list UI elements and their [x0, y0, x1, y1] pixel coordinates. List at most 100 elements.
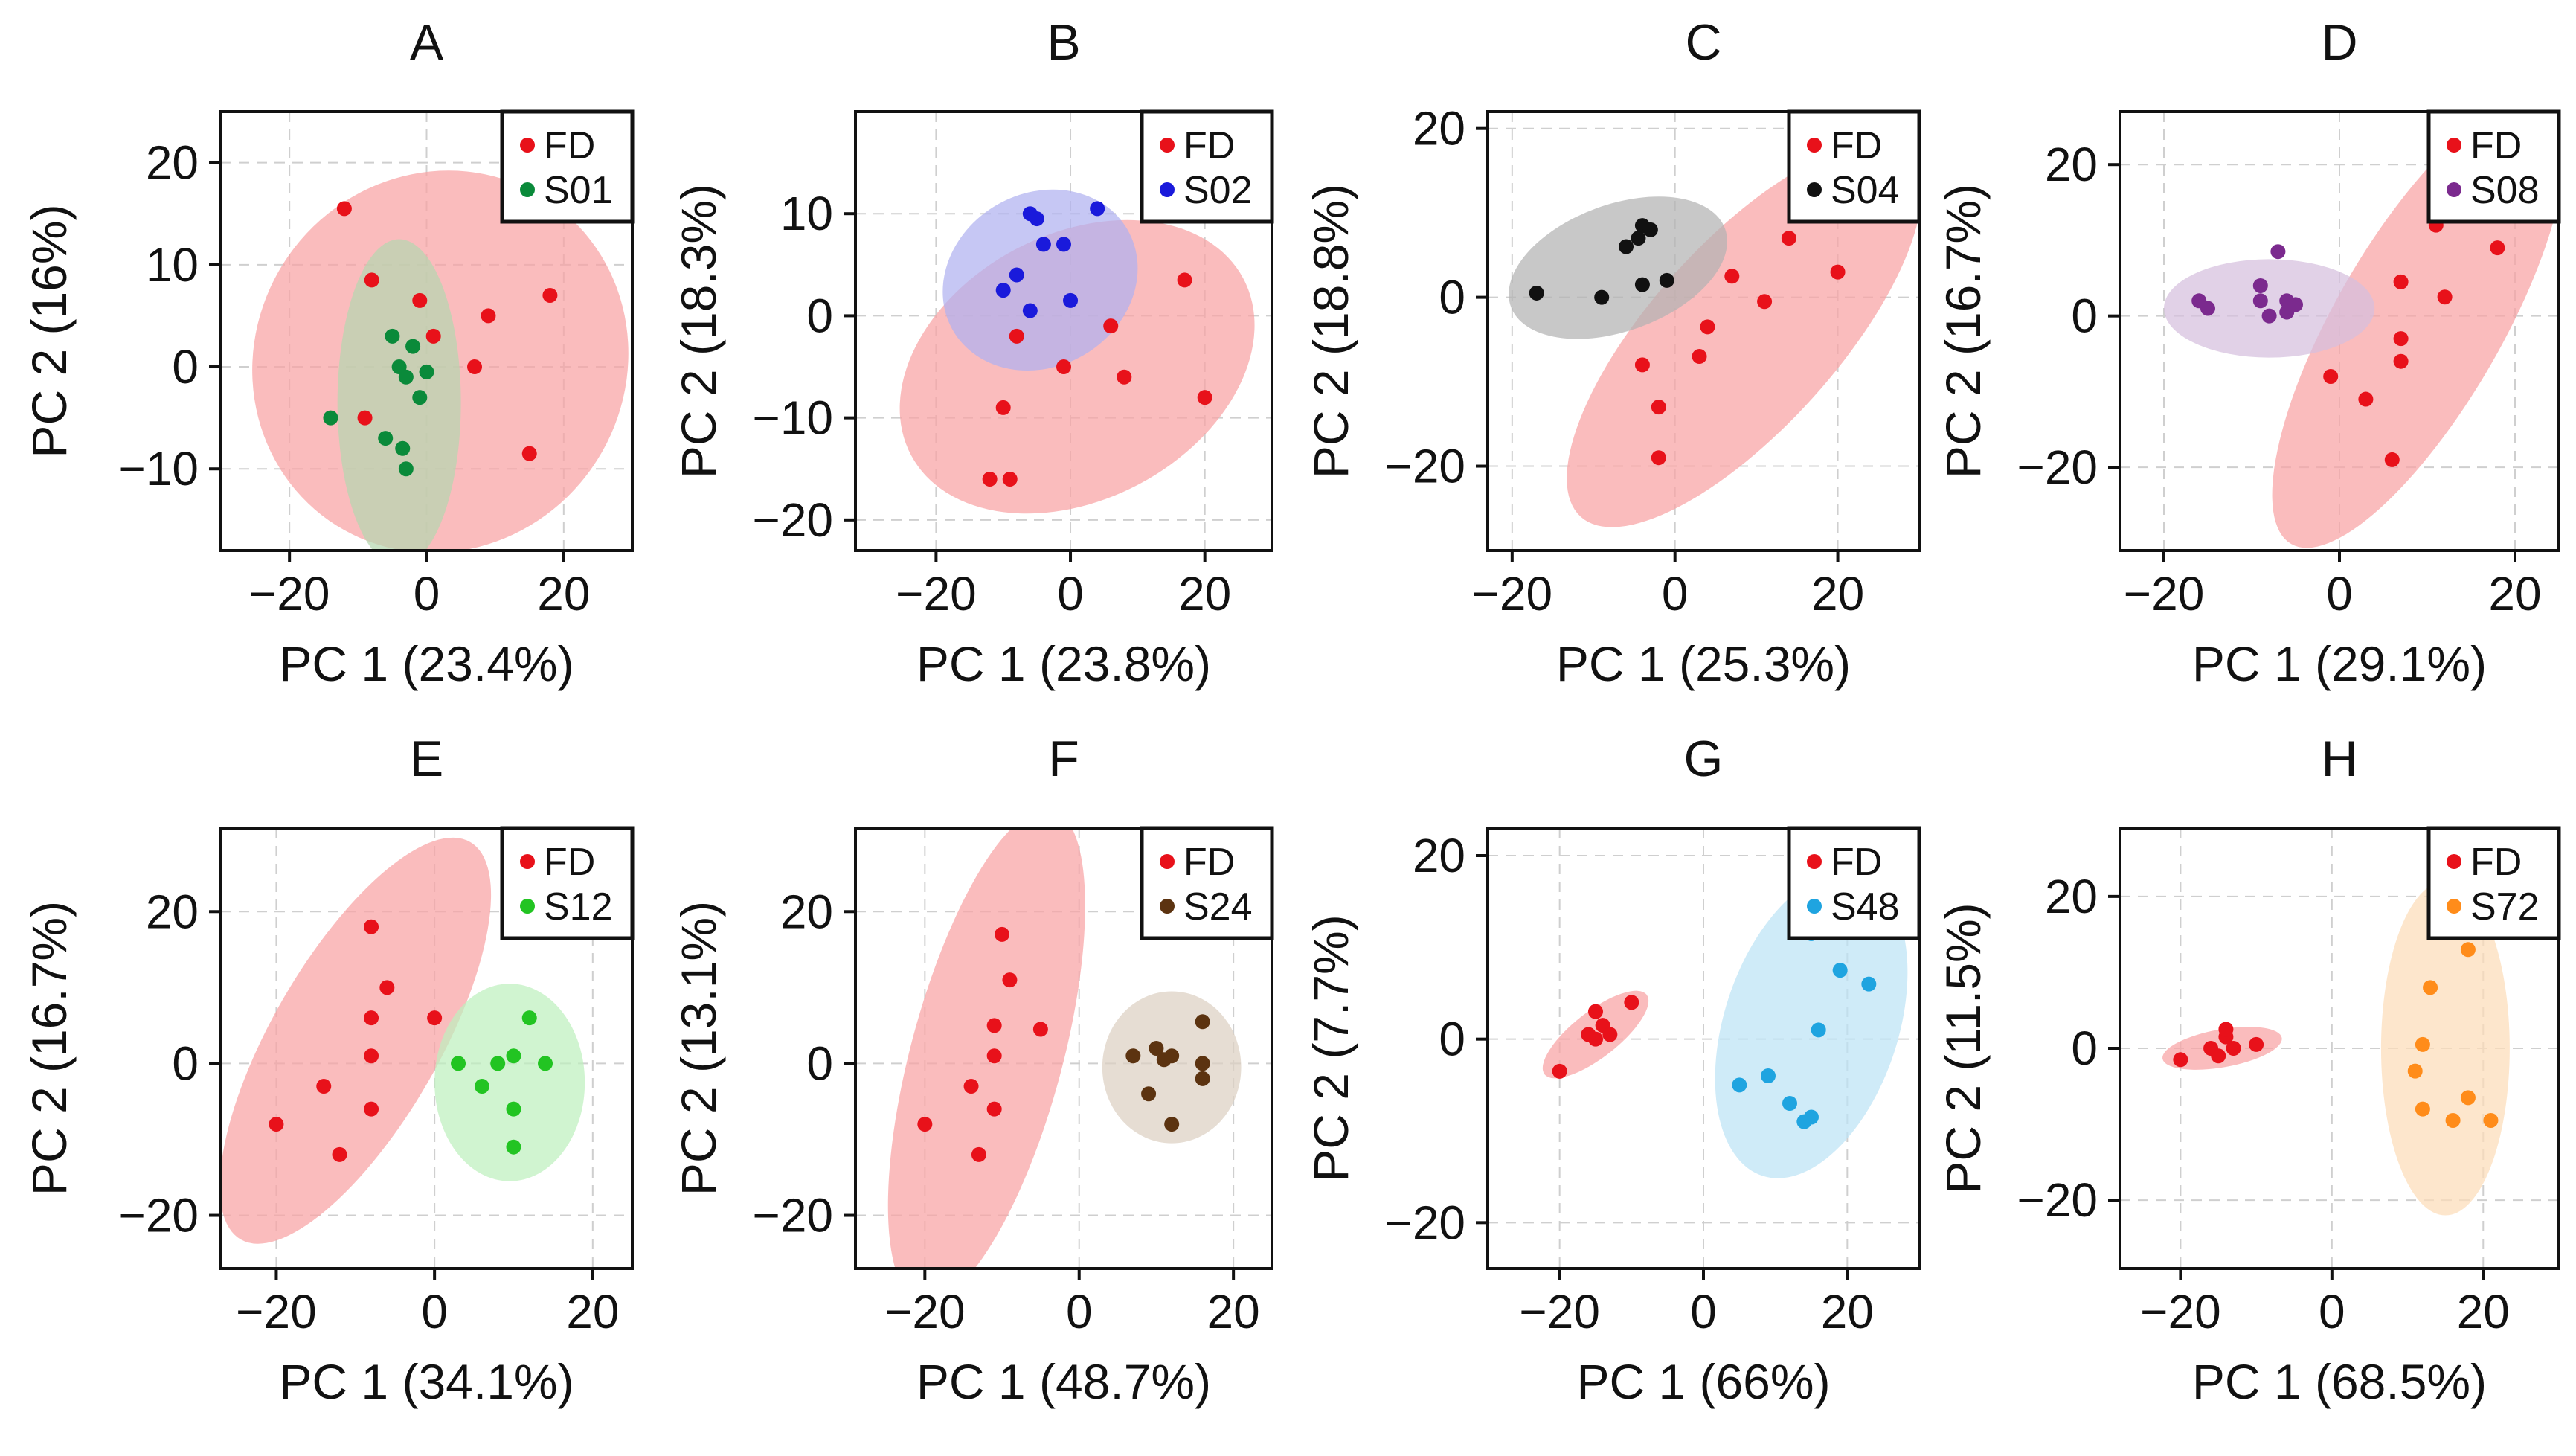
point-fd — [1002, 471, 1018, 487]
legend-label-fd: FD — [2470, 124, 2522, 167]
panel-label: D — [2321, 14, 2357, 71]
x-axis-label: PC 1 (23.8%) — [916, 636, 1211, 691]
plot-area — [221, 837, 585, 1244]
point-fd — [2249, 1036, 2264, 1052]
x-tick-label: 0 — [1690, 1285, 1717, 1338]
point-fd — [1757, 294, 1773, 310]
point-fd — [1103, 318, 1119, 334]
legend-label-fd: FD — [544, 124, 595, 167]
panel-e: −20 0 20 −20 0 20 E PC 1 (34.1%) PC 2 (16.7%) FDS… — [22, 731, 635, 1409]
x-tick-label: 0 — [414, 567, 440, 620]
point-fd — [995, 400, 1011, 415]
legend-box — [500, 109, 635, 224]
legend-label-fd: FD — [1183, 124, 1235, 167]
point-s04 — [1631, 231, 1646, 246]
point-s12 — [506, 1101, 521, 1117]
point-s04 — [1619, 239, 1634, 254]
point-fd — [332, 1146, 347, 1162]
point-fd — [1032, 1022, 1048, 1037]
point-s48 — [1796, 1114, 1812, 1129]
point-s01 — [412, 390, 428, 405]
plot-area — [252, 170, 629, 551]
legend-marker-s12 — [520, 899, 535, 914]
point-fd — [2393, 331, 2409, 347]
legend-marker-fd — [520, 854, 535, 869]
y-tick-label: 20 — [780, 885, 833, 938]
x-axis-label: PC 1 (68.5%) — [2192, 1354, 2487, 1409]
point-s02 — [1029, 211, 1044, 227]
panel-label: C — [1685, 14, 1721, 71]
point-fd — [982, 471, 998, 487]
legend-box — [1787, 826, 1921, 940]
plot-area — [887, 828, 1242, 1269]
point-fd — [521, 446, 537, 461]
point-fd — [2358, 391, 2374, 407]
point-fd — [1117, 369, 1132, 385]
y-tick-label: 0 — [2071, 289, 2098, 343]
point-s02 — [1035, 237, 1051, 252]
y-tick-label: 0 — [2071, 1022, 2098, 1075]
ellipse-s01 — [337, 239, 461, 551]
point-s24 — [1195, 1056, 1210, 1071]
legend-marker-s01 — [520, 182, 535, 197]
legend-marker-s24 — [1160, 899, 1175, 914]
legend-marker-fd — [2447, 854, 2461, 869]
y-tick-label: −10 — [118, 442, 199, 496]
point-s48 — [1782, 1096, 1797, 1111]
point-s24 — [1195, 1014, 1210, 1030]
x-tick-label: 0 — [1662, 567, 1689, 620]
x-axis-label: PC 1 (23.4%) — [279, 636, 574, 691]
x-tick-label: 20 — [566, 1285, 619, 1338]
legend-marker-fd — [520, 138, 535, 153]
y-tick-label: 10 — [780, 187, 833, 240]
legend-marker-s04 — [1807, 182, 1822, 197]
x-tick-label: 20 — [2488, 567, 2541, 620]
y-tick-label: −20 — [752, 493, 833, 547]
legend-label-s08: S08 — [2470, 169, 2540, 212]
x-tick-label: 20 — [1207, 1285, 1260, 1338]
x-tick-label: 0 — [1057, 567, 1084, 620]
x-tick-label: 20 — [537, 567, 590, 620]
point-s72 — [2445, 1112, 2461, 1128]
legend-label-s72: S72 — [2470, 885, 2540, 929]
legend-marker-fd — [1160, 854, 1175, 869]
point-s24 — [1164, 1048, 1180, 1064]
point-fd — [357, 410, 373, 426]
point-s48 — [1832, 963, 1848, 978]
axes-frame — [854, 110, 1273, 552]
y-axis-label: PC 2 (18.8%) — [1303, 184, 1358, 478]
y-tick-label: 20 — [146, 136, 199, 190]
point-s02 — [1063, 292, 1079, 308]
point-fd — [1588, 1004, 1603, 1019]
point-s04 — [1659, 272, 1674, 288]
point-fd — [1700, 319, 1715, 335]
y-axis-label: PC 2 (16.7%) — [1936, 184, 1991, 478]
point-s72 — [2460, 942, 2476, 958]
point-fd — [2211, 1048, 2226, 1064]
point-fd — [917, 1117, 933, 1132]
point-fd — [1830, 264, 1846, 280]
x-tick-label: 0 — [1066, 1285, 1093, 1338]
point-fd — [412, 292, 428, 308]
legend-label-s04: S04 — [1831, 169, 1900, 212]
y-tick-label: −20 — [2017, 440, 2098, 494]
panel-a: −20 0 20 −10 0 10 20 A PC 1 (23.4%) PC 2 (16%) FDS… — [22, 14, 635, 691]
y-axis-label: PC 2 (16.7%) — [22, 901, 77, 1196]
point-s01 — [323, 410, 338, 426]
y-axis-label: PC 2 (16%) — [22, 204, 77, 458]
x-axis-label: PC 1 (34.1%) — [279, 1354, 574, 1409]
y-tick-label: −10 — [752, 391, 833, 445]
plot-area — [1509, 143, 1919, 527]
point-s24 — [1164, 1117, 1180, 1132]
point-s04 — [1634, 277, 1650, 292]
x-tick-label: 20 — [1811, 567, 1864, 620]
y-tick-label: 0 — [1439, 1013, 1465, 1066]
point-s08 — [2261, 308, 2277, 324]
point-s72 — [2415, 1036, 2430, 1052]
point-s02 — [995, 283, 1011, 298]
